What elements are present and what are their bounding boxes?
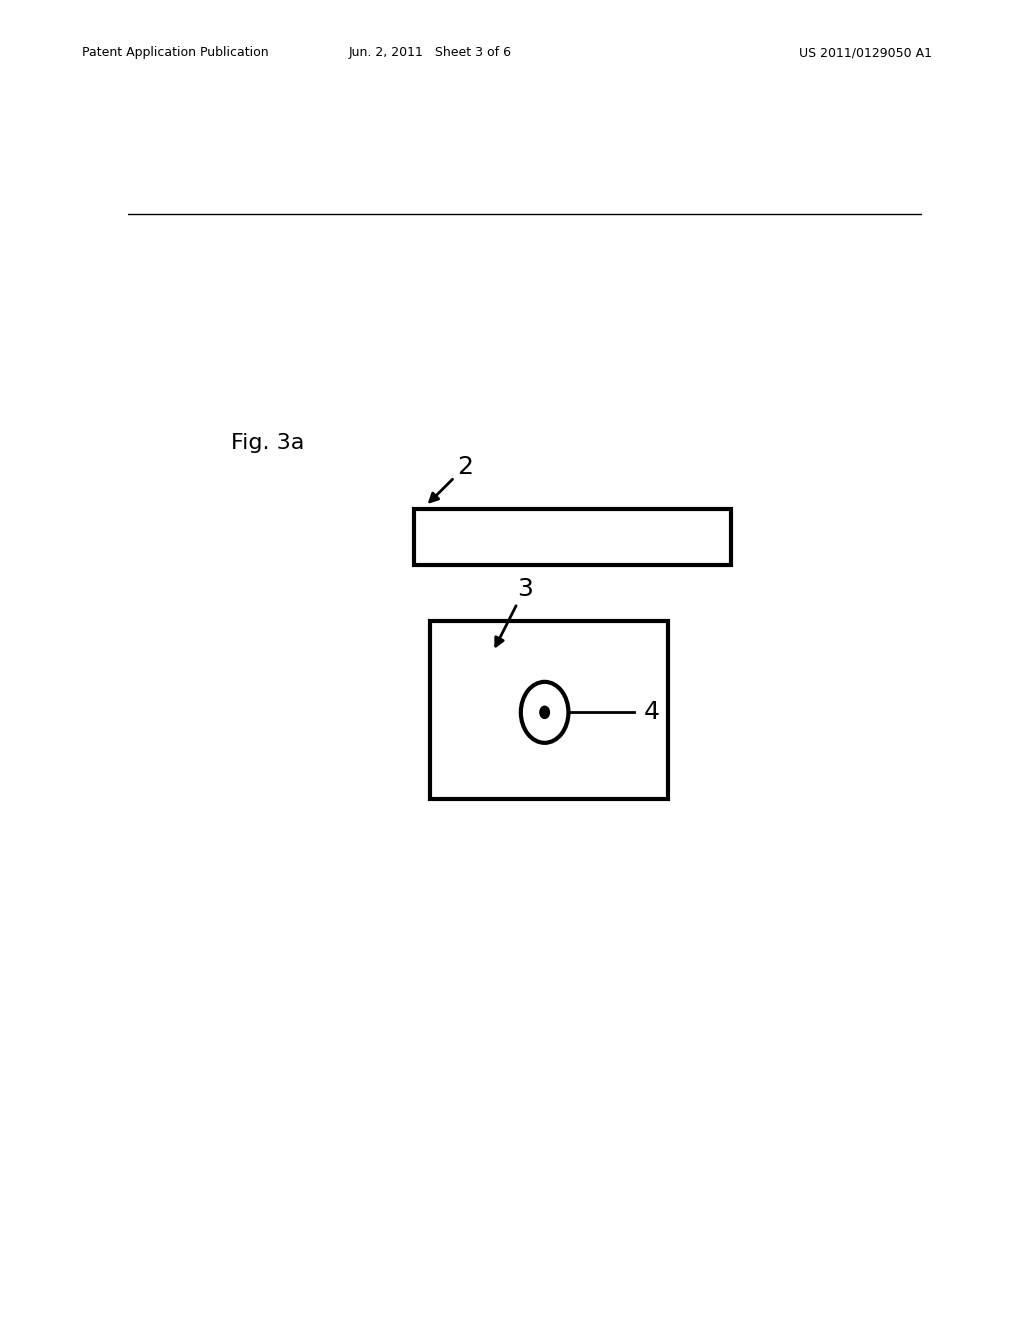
Bar [414,510,731,565]
Text: Jun. 2, 2011   Sheet 3 of 6: Jun. 2, 2011 Sheet 3 of 6 [348,46,512,59]
Text: Fig. 3a: Fig. 3a [231,433,304,453]
Bar [430,620,668,799]
Text: 2: 2 [430,454,473,502]
Text: 4: 4 [644,701,659,725]
Circle shape [521,682,568,743]
Circle shape [540,706,550,718]
Text: US 2011/0129050 A1: US 2011/0129050 A1 [799,46,932,59]
Text: Patent Application Publication: Patent Application Publication [82,46,268,59]
Text: 3: 3 [496,577,532,645]
